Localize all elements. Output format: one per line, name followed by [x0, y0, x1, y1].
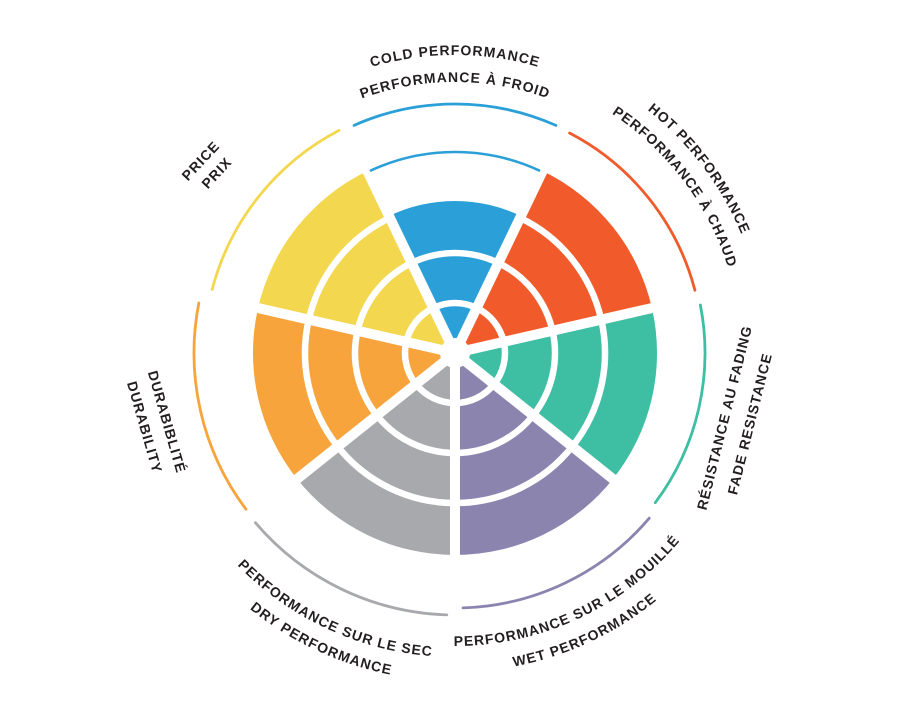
ring-arc-2-wet	[454, 413, 536, 457]
ring-arc-3-dry	[335, 444, 456, 507]
ring-arc-3-durability	[301, 318, 341, 449]
guide-arc-dry	[253, 521, 449, 617]
wedge-price	[258, 171, 449, 350]
marker-arc-cold	[369, 150, 541, 172]
guide-arc-fade	[653, 303, 707, 505]
separator-line	[451, 349, 627, 492]
separator-line	[453, 300, 667, 358]
guide-arc-cold	[352, 102, 558, 127]
center-hub	[440, 338, 470, 368]
ring-arc-2-durability	[351, 330, 380, 418]
ring-arc-2-cold	[410, 249, 500, 266]
wedge-hot	[461, 171, 652, 350]
label-cold-fr: PERFORMANCE À FROID	[357, 69, 552, 101]
guide-arc-hot	[568, 131, 697, 292]
guide-arc-wet	[461, 516, 651, 610]
wedge-fade	[465, 308, 658, 479]
guide-arc-durability	[192, 301, 248, 511]
separator-line	[283, 349, 459, 492]
ring-arc-3-fade	[569, 318, 609, 449]
ring-arc-3-hot	[518, 214, 605, 321]
ring-arc-2-price	[354, 259, 414, 332]
wedge-durability	[252, 308, 445, 479]
ring-arc-2-hot	[496, 259, 556, 332]
ring-arc-3-price	[305, 214, 392, 321]
separator-line	[356, 156, 460, 356]
label-cold-en: COLD PERFORMANCE	[368, 42, 542, 70]
wedge-dry	[297, 361, 455, 555]
ring-arc-2-fade	[530, 330, 559, 418]
separator-line	[243, 300, 457, 358]
ring-arc-2-dry	[374, 413, 456, 457]
separator-line	[450, 156, 554, 356]
wedge-cold	[389, 200, 521, 341]
wedge-wet	[455, 361, 613, 555]
guide-arc-price	[210, 128, 341, 291]
ring-arc-3-wet	[454, 444, 575, 507]
